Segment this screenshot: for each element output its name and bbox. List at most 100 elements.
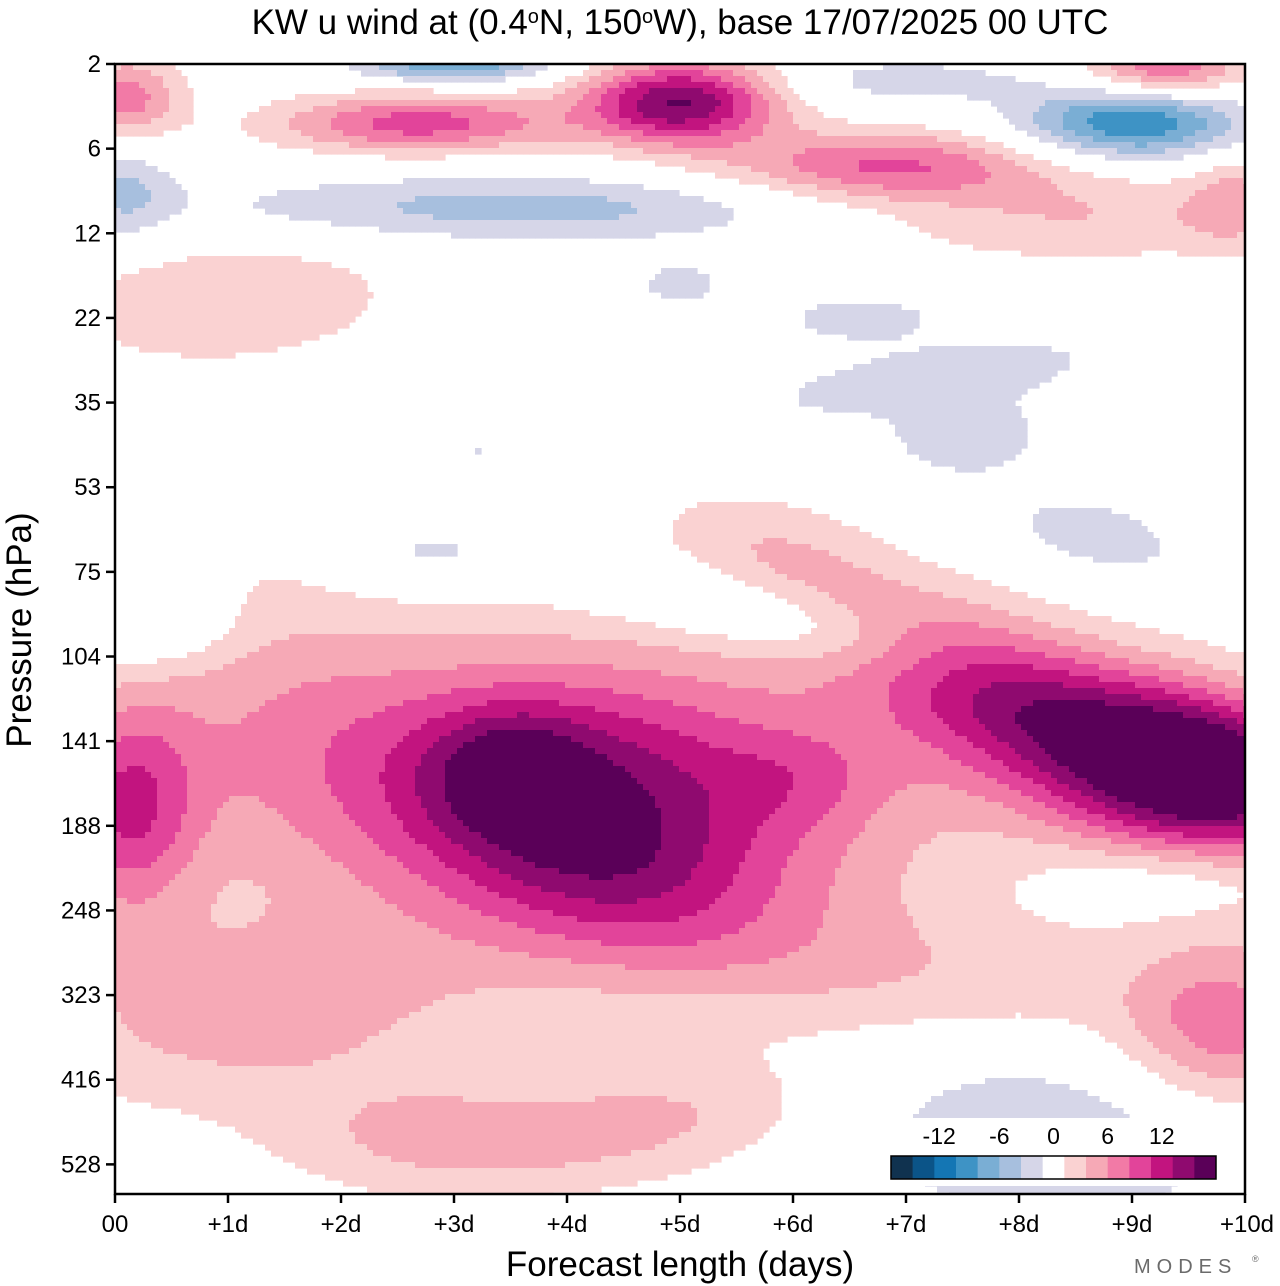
field-cell — [403, 154, 410, 161]
field-cell — [901, 148, 908, 155]
field-cell — [1039, 346, 1046, 353]
field-cell — [1093, 238, 1100, 245]
field-cell — [619, 202, 626, 209]
field-cell — [631, 100, 638, 107]
field-cell — [925, 214, 932, 221]
field-cell — [427, 154, 434, 161]
field-cell — [295, 214, 302, 221]
field-cell — [1201, 100, 1208, 107]
field-cell — [565, 100, 572, 107]
field-cell — [1183, 106, 1190, 113]
field-cell — [613, 142, 620, 149]
field-cell — [889, 400, 896, 407]
field-cell — [169, 346, 176, 353]
field-cell — [1147, 94, 1154, 101]
field-cell — [1195, 190, 1202, 197]
field-cell — [1225, 244, 1232, 251]
field-cell — [1009, 214, 1016, 221]
field-cell — [721, 172, 728, 179]
field-cell — [841, 130, 848, 137]
field-cell — [325, 190, 332, 197]
field-cell — [145, 184, 152, 191]
field-cell — [163, 196, 170, 203]
field-cell — [877, 124, 884, 131]
field-cell — [919, 208, 926, 215]
field-cell — [1231, 232, 1238, 239]
field-cell — [1207, 64, 1214, 71]
field-cell — [151, 316, 158, 323]
field-cell — [973, 82, 980, 89]
field-cell — [721, 112, 728, 119]
field-cell — [757, 64, 764, 71]
field-cell — [823, 322, 830, 329]
field-cell — [517, 106, 524, 113]
field-cell — [991, 394, 998, 401]
field-cell — [643, 154, 650, 161]
field-cell — [559, 130, 566, 137]
field-cell — [1225, 214, 1232, 221]
field-cell — [1111, 106, 1118, 113]
field-cell — [313, 112, 320, 119]
field-cell — [1225, 136, 1232, 143]
field-cell — [865, 142, 872, 149]
field-cell — [421, 100, 428, 107]
field-cell — [1189, 250, 1196, 257]
field-cell — [1069, 142, 1076, 149]
field-cell — [757, 88, 764, 95]
field-cell — [733, 160, 740, 167]
field-cell — [1111, 148, 1118, 155]
field-cell — [1129, 250, 1136, 257]
field-cell — [325, 310, 332, 317]
field-cell — [769, 100, 776, 107]
field-cell — [283, 292, 290, 299]
field-cell — [241, 256, 248, 263]
field-cell — [1027, 106, 1034, 113]
field-cell — [445, 208, 452, 215]
field-cell — [901, 178, 908, 185]
field-cell — [145, 274, 152, 281]
field-cell — [697, 94, 704, 101]
field-cell — [835, 172, 842, 179]
field-cell — [391, 124, 398, 131]
field-cell — [1153, 118, 1160, 125]
field-cell — [667, 226, 674, 233]
field-cell — [511, 94, 518, 101]
field-cell — [997, 394, 1004, 401]
field-cell — [1123, 202, 1130, 209]
field-cell — [715, 214, 722, 221]
field-cell — [1183, 184, 1190, 191]
field-cell — [1009, 190, 1016, 197]
field-cell — [919, 130, 926, 137]
field-cell — [865, 382, 872, 389]
field-cell — [727, 64, 734, 71]
field-cell — [985, 148, 992, 155]
field-cell — [625, 100, 632, 107]
field-cell — [673, 274, 680, 281]
field-cell — [907, 418, 914, 425]
field-cell — [649, 124, 656, 131]
field-cell — [1231, 196, 1238, 203]
field-cell — [145, 322, 152, 329]
field-cell — [193, 298, 200, 305]
field-cell — [1075, 124, 1082, 131]
field-cell — [775, 160, 782, 167]
field-cell — [763, 142, 770, 149]
field-cell — [1219, 64, 1226, 71]
field-cell — [1141, 190, 1148, 197]
field-cell — [331, 298, 338, 305]
field-cell — [475, 94, 482, 101]
field-cell — [1183, 244, 1190, 251]
field-cell — [121, 70, 128, 77]
field-cell — [931, 376, 938, 383]
field-cell — [283, 106, 290, 113]
field-cell — [271, 112, 278, 119]
field-cell — [487, 148, 494, 155]
field-cell — [295, 190, 302, 197]
field-cell — [745, 88, 752, 95]
field-cell — [985, 400, 992, 407]
field-cell — [133, 100, 140, 107]
field-cell — [265, 208, 272, 215]
field-cell — [415, 190, 422, 197]
field-cell — [151, 202, 158, 209]
field-cell — [883, 160, 890, 167]
